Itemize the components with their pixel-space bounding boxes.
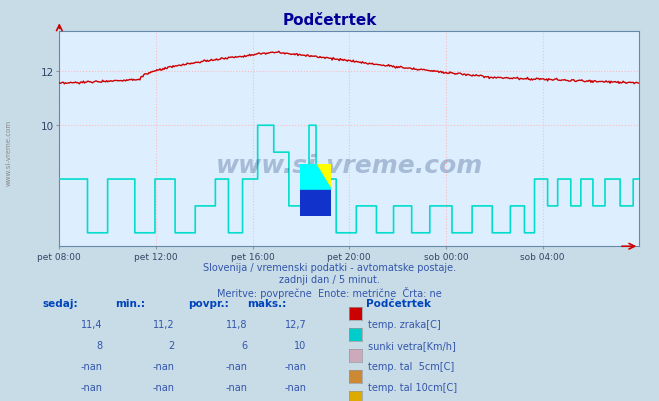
Text: sunki vetra[Km/h]: sunki vetra[Km/h] [368, 340, 455, 350]
Polygon shape [300, 164, 331, 190]
Polygon shape [300, 164, 331, 190]
Text: temp. tal 10cm[C]: temp. tal 10cm[C] [368, 382, 457, 392]
Text: -nan: -nan [285, 361, 306, 371]
Polygon shape [300, 190, 331, 217]
Text: min.:: min.: [115, 299, 146, 309]
Text: -nan: -nan [153, 361, 175, 371]
Text: 11,8: 11,8 [225, 320, 247, 330]
Text: www.si-vreme.com: www.si-vreme.com [5, 119, 12, 185]
Polygon shape [316, 164, 331, 190]
Text: temp. zraka[C]: temp. zraka[C] [368, 320, 440, 330]
Text: Meritve: povprečne  Enote: metrične  Črta: ne: Meritve: povprečne Enote: metrične Črta:… [217, 287, 442, 299]
Text: -nan: -nan [225, 382, 247, 392]
Text: 8: 8 [96, 340, 102, 350]
Polygon shape [300, 164, 331, 190]
Text: 2: 2 [169, 340, 175, 350]
Text: 11,2: 11,2 [153, 320, 175, 330]
Text: zadnji dan / 5 minut.: zadnji dan / 5 minut. [279, 275, 380, 285]
Text: -nan: -nan [153, 382, 175, 392]
Text: temp. tal  5cm[C]: temp. tal 5cm[C] [368, 361, 454, 371]
Text: maks.:: maks.: [247, 299, 287, 309]
Text: www.si-vreme.com: www.si-vreme.com [215, 153, 483, 177]
Text: -nan: -nan [80, 382, 102, 392]
Text: -nan: -nan [225, 361, 247, 371]
Text: 10: 10 [294, 340, 306, 350]
Text: Slovenija / vremenski podatki - avtomatske postaje.: Slovenija / vremenski podatki - avtomats… [203, 263, 456, 273]
Text: Podčetrtek: Podčetrtek [366, 299, 431, 309]
Text: 12,7: 12,7 [285, 320, 306, 330]
Text: 6: 6 [241, 340, 247, 350]
Text: povpr.:: povpr.: [188, 299, 229, 309]
Text: -nan: -nan [80, 361, 102, 371]
Text: sedaj:: sedaj: [43, 299, 78, 309]
Text: 11,4: 11,4 [80, 320, 102, 330]
Text: -nan: -nan [285, 382, 306, 392]
Text: Podčetrtek: Podčetrtek [282, 13, 377, 28]
